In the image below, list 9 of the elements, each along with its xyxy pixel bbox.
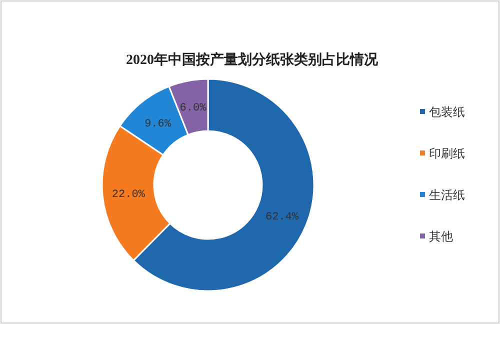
legend-label: 包装纸 [429,105,465,119]
data-label: 9.6% [144,118,172,131]
data-label: 62.4% [266,211,299,224]
legend-label: 印刷纸 [429,146,465,160]
chart-title: 2020年中国按产量划分纸张类别占比情况 [126,51,379,68]
data-label: 6.0% [180,102,207,114]
legend-label: 生活纸 [429,188,465,202]
data-label: 22.0% [112,189,146,202]
legend-label: 其他 [429,230,453,244]
